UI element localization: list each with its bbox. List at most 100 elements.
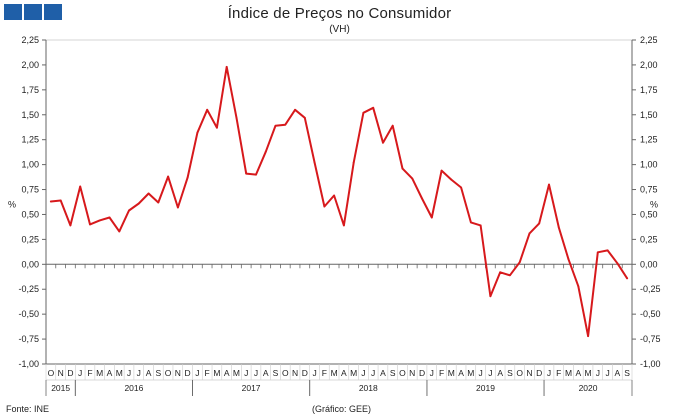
month-label: D	[536, 368, 542, 378]
logo-block-2	[24, 4, 42, 20]
chart-title: Índice de Preços no Consumidor	[227, 5, 452, 22]
y-tick-label-left: 2,00	[21, 60, 39, 70]
month-label: S	[507, 368, 513, 378]
data-point	[577, 285, 580, 288]
month-label: D	[185, 368, 191, 378]
y-tick-label-left: 2,25	[21, 35, 39, 45]
data-point	[450, 178, 453, 181]
data-point	[382, 141, 384, 144]
chart-subtitle: (VH)	[329, 24, 350, 35]
month-label: J	[596, 368, 600, 378]
data-point	[89, 223, 91, 226]
month-label: M	[350, 368, 357, 378]
month-label: D	[302, 368, 308, 378]
month-label: N	[409, 368, 415, 378]
cpi-yoy-line	[49, 65, 629, 338]
data-point	[186, 176, 189, 179]
data-point	[616, 262, 619, 265]
data-point	[411, 177, 414, 180]
data-point	[274, 124, 277, 127]
y-tick-label-right: 0,50	[640, 209, 658, 219]
data-point	[176, 206, 179, 209]
logo-block-3	[44, 4, 62, 20]
y-tick-label-left: 1,25	[21, 135, 39, 145]
month-label: F	[205, 368, 210, 378]
data-point	[59, 199, 62, 202]
month-label: N	[292, 368, 298, 378]
data-point	[596, 251, 599, 254]
month-label: J	[488, 368, 492, 378]
month-label: M	[116, 368, 123, 378]
logo-block-1	[4, 4, 22, 20]
data-point	[118, 230, 121, 233]
data-point	[137, 202, 140, 205]
data-point	[167, 175, 169, 178]
month-label: A	[146, 368, 152, 378]
y-tick-label-right: 2,25	[640, 35, 658, 45]
data-point	[206, 108, 209, 111]
data-point	[479, 224, 482, 227]
data-point	[538, 222, 541, 225]
month-label: A	[497, 368, 503, 378]
month-label: F	[87, 368, 92, 378]
y-axis-label-right: %	[650, 199, 658, 209]
data-point	[108, 216, 111, 219]
data-point	[567, 258, 570, 261]
month-label: F	[322, 368, 327, 378]
data-point	[606, 249, 609, 252]
month-label: O	[516, 368, 523, 378]
month-label: A	[615, 368, 621, 378]
y-tick-label-left: -0,25	[18, 284, 39, 294]
month-label: M	[96, 368, 103, 378]
y-tick-label-left: -1,00	[18, 359, 39, 369]
data-point	[469, 221, 472, 224]
year-label: 2018	[359, 383, 378, 393]
data-point	[518, 261, 521, 264]
data-point	[79, 185, 82, 188]
data-point	[342, 224, 345, 227]
y-tick-label-right: 1,50	[640, 110, 658, 120]
month-label: A	[380, 368, 386, 378]
y-tick-label-left: 0,25	[21, 234, 39, 244]
month-label: J	[430, 368, 434, 378]
month-label: J	[127, 368, 131, 378]
data-point	[294, 108, 296, 111]
data-point	[49, 200, 52, 203]
data-point	[626, 277, 629, 280]
month-label: M	[467, 368, 474, 378]
y-axis-label-left: %	[8, 199, 16, 209]
month-label: M	[233, 368, 240, 378]
data-point	[528, 232, 531, 235]
y-tick-label-left: 1,00	[21, 160, 39, 170]
data-point	[372, 106, 375, 109]
data-point	[313, 161, 316, 164]
data-point	[460, 186, 462, 189]
y-tick-label-right: 2,00	[640, 60, 658, 70]
month-label: M	[585, 368, 592, 378]
data-point	[489, 295, 492, 298]
source-note: Fonte: INE	[6, 404, 50, 414]
month-label: J	[78, 368, 82, 378]
data-point	[391, 124, 394, 127]
y-tick-label-right: 1,25	[640, 135, 658, 145]
month-label: A	[263, 368, 269, 378]
month-label: J	[547, 368, 551, 378]
month-label: D	[67, 368, 73, 378]
y-tick-label-right: -0,50	[640, 309, 661, 319]
data-point	[69, 224, 72, 227]
data-point	[128, 209, 130, 212]
credit-note: (Gráfico: GEE)	[312, 404, 372, 414]
y-tick-label-right: 1,75	[640, 85, 658, 95]
month-label: J	[137, 368, 141, 378]
y-tick-label-right: 0,75	[640, 185, 658, 195]
data-point	[264, 150, 267, 153]
y-tick-label-left: 0,75	[21, 185, 39, 195]
month-label: D	[419, 368, 425, 378]
month-label: A	[107, 368, 113, 378]
month-label: J	[254, 368, 258, 378]
data-point	[499, 271, 502, 274]
month-label: J	[371, 368, 375, 378]
y-tick-label-left: 0,00	[21, 259, 39, 269]
data-point	[245, 172, 248, 175]
